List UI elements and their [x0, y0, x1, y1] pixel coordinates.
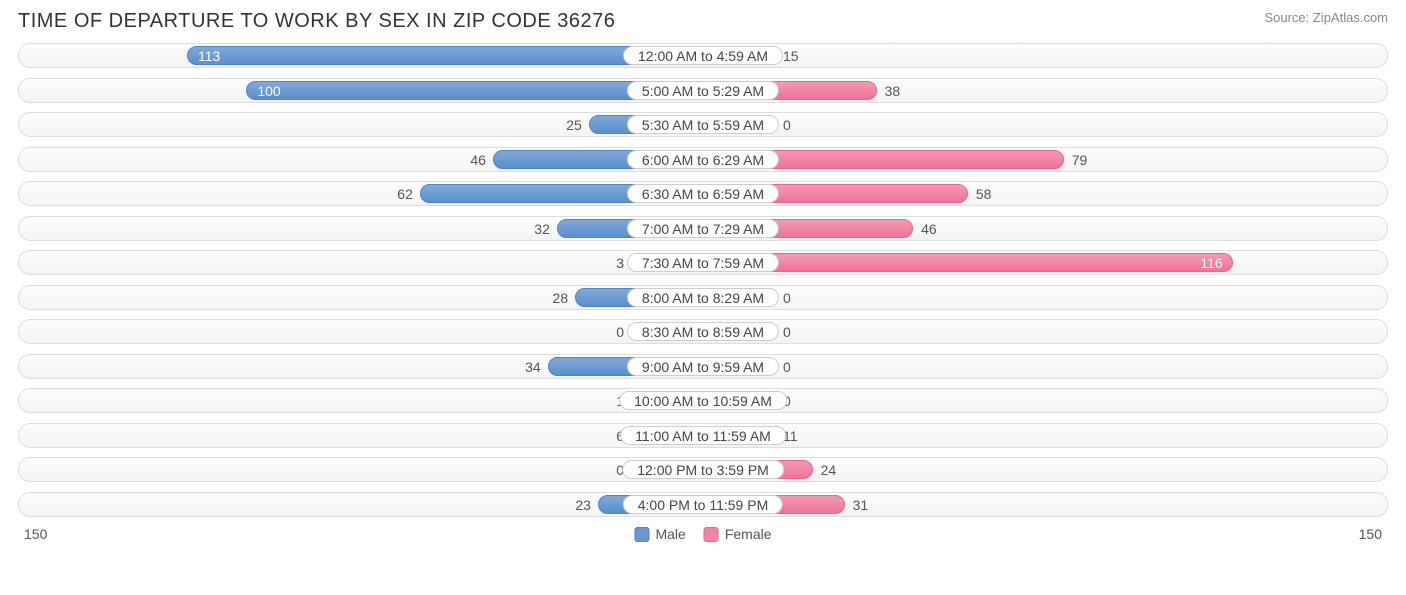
axis-max-left: 150 — [24, 526, 47, 542]
category-label: 9:00 AM to 9:59 AM — [627, 357, 779, 376]
category-label: 11:00 AM to 11:59 AM — [620, 426, 786, 445]
category-label: 5:00 AM to 5:29 AM — [627, 81, 779, 100]
legend-item-female: Female — [704, 526, 772, 542]
female-value: 38 — [877, 79, 901, 104]
category-label: 10:00 AM to 10:59 AM — [619, 391, 787, 410]
chart-row: 2808:00 AM to 8:29 AM — [18, 285, 1388, 310]
chart-row: 23 31 4:00 PM to 11:59 PM — [18, 492, 1388, 517]
female-bar — [703, 253, 1233, 272]
chart-row: 008:30 AM to 8:59 AM — [18, 319, 1388, 344]
female-value: 46 — [913, 217, 937, 242]
category-label: 5:30 AM to 5:59 AM — [627, 115, 779, 134]
chart-row: 31167:30 AM to 7:59 AM — [18, 250, 1388, 275]
diverging-bar-chart: 1131512:00 AM to 4:59 AM 100 38 5:00 AM to … — [18, 43, 1388, 517]
chart-row: 3409:00 AM to 9:59 AM — [18, 354, 1388, 379]
category-label: 7:00 AM to 7:29 AM — [627, 219, 779, 238]
chart-row: 1010:00 AM to 10:59 AM — [18, 388, 1388, 413]
chart-title: TIME OF DEPARTURE TO WORK BY SEX IN ZIP … — [18, 10, 615, 33]
chart-row: 2505:30 AM to 5:59 AM — [18, 112, 1388, 137]
category-label: 12:00 AM to 4:59 AM — [623, 46, 783, 65]
chart-row: 46 79 6:00 AM to 6:29 AM — [18, 147, 1388, 172]
category-label: 4:00 PM to 11:59 PM — [623, 495, 783, 514]
female-value: 31 — [845, 493, 869, 518]
legend-male-label: Male — [655, 526, 685, 542]
female-value: 116 — [1200, 251, 1232, 276]
female-value: 79 — [1064, 148, 1088, 173]
male-value: 34 — [525, 355, 549, 380]
category-label: 8:30 AM to 8:59 AM — [627, 322, 779, 341]
legend: Male Female — [634, 526, 771, 542]
male-value: 25 — [566, 113, 590, 138]
male-value: 23 — [575, 493, 599, 518]
male-value: 113 — [188, 44, 220, 69]
male-swatch-icon — [634, 527, 649, 542]
chart-row: 1131512:00 AM to 4:59 AM — [18, 43, 1388, 68]
chart-row: 61111:00 AM to 11:59 AM — [18, 423, 1388, 448]
male-value: 46 — [470, 148, 494, 173]
female-value: 24 — [813, 458, 837, 483]
female-value: 58 — [968, 182, 992, 207]
female-swatch-icon — [704, 527, 719, 542]
chart-row: 32 46 7:00 AM to 7:29 AM — [18, 216, 1388, 241]
chart-row: 02412:00 PM to 3:59 PM — [18, 457, 1388, 482]
male-value: 28 — [553, 286, 577, 311]
legend-item-male: Male — [634, 526, 685, 542]
male-value: 100 — [247, 79, 280, 104]
male-value: 62 — [397, 182, 421, 207]
category-label: 7:30 AM to 7:59 AM — [627, 253, 779, 272]
chart-row: 100 38 5:00 AM to 5:29 AM — [18, 78, 1388, 103]
male-value: 32 — [534, 217, 558, 242]
axis-max-right: 150 — [1359, 526, 1382, 542]
category-label: 6:00 AM to 6:29 AM — [627, 150, 779, 169]
category-label: 8:00 AM to 8:29 AM — [627, 288, 779, 307]
category-label: 12:00 PM to 3:59 PM — [622, 460, 784, 479]
legend-female-label: Female — [725, 526, 772, 542]
chart-row: 62 58 6:30 AM to 6:59 AM — [18, 181, 1388, 206]
source-attribution: Source: ZipAtlas.com — [1264, 10, 1388, 25]
category-label: 6:30 AM to 6:59 AM — [627, 184, 779, 203]
